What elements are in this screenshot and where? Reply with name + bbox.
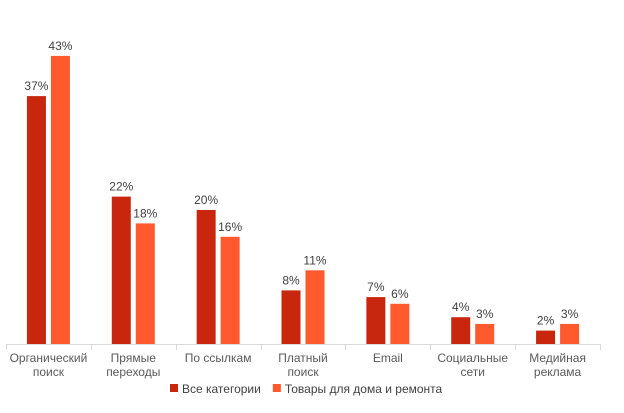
x-tick-label: Email [373, 351, 403, 365]
bar-series-1 [111, 196, 131, 344]
data-label: 43% [48, 39, 72, 53]
bars-layer [26, 55, 580, 345]
legend-label-1: Все категории [182, 382, 261, 396]
legend-swatch-2 [272, 384, 281, 392]
bar-series-2 [135, 223, 155, 344]
x-tick-label: Платный поиск [278, 351, 328, 379]
data-label: 2% [537, 314, 555, 328]
data-label: 37% [24, 79, 48, 93]
data-label: 7% [367, 280, 385, 294]
data-label: 3% [561, 307, 579, 321]
bar-series-2 [305, 270, 325, 344]
bar-series-1 [536, 330, 556, 344]
legend-swatch-1 [170, 384, 178, 392]
x-tick-label: Медийная реклама [529, 351, 586, 379]
x-tick-label: Прямые переходы [106, 351, 160, 379]
data-label: 3% [476, 307, 494, 321]
data-label: 4% [452, 300, 470, 314]
data-label: 6% [391, 287, 409, 301]
bar-series-1 [451, 317, 471, 344]
x-axis: Органический поиск Прямые переходы По ссылка… [6, 344, 601, 379]
data-label: 18% [133, 206, 157, 220]
data-labels-layer: 37% 43% 22%18% 20%16% 8%11% 7% 6% 4% 3% 2% 3% [24, 39, 578, 328]
bar-series-2 [560, 323, 580, 344]
bar-series-1 [196, 210, 216, 344]
data-label: 20% [194, 193, 218, 207]
data-label: 8% [282, 273, 300, 287]
x-tick-label: Органический поиск [10, 351, 88, 379]
data-label: 22% [109, 180, 133, 194]
legend: Все категории Товары для дома и ремонта [170, 382, 443, 396]
bar-series-1 [366, 297, 386, 344]
data-label: 16% [218, 220, 242, 234]
bar-series-2 [50, 55, 70, 345]
x-tick-label: Социальные сети [437, 351, 508, 379]
bar-series-2 [475, 323, 495, 344]
bar-series-1 [26, 96, 46, 344]
bar-series-2 [220, 236, 240, 344]
bar-series-1 [281, 290, 301, 344]
data-label: 11% [303, 253, 326, 267]
bar-series-2 [390, 303, 410, 344]
x-tick-label: По ссылкам [185, 351, 252, 365]
legend-label-2: Товары для дома и ремонта [285, 382, 443, 396]
